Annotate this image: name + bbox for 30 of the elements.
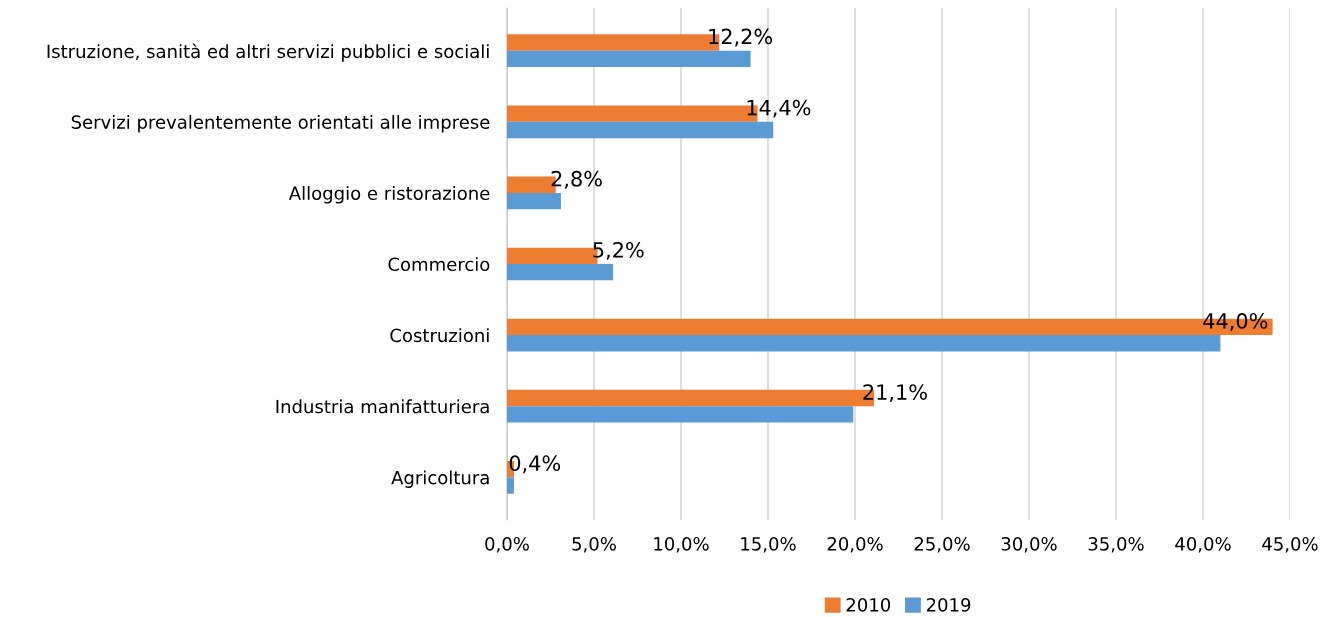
legend-label: 2019 bbox=[926, 598, 971, 612]
bar bbox=[507, 121, 774, 139]
x-tick-label: 5,0% bbox=[572, 536, 616, 553]
x-tick-label: 15,0% bbox=[741, 536, 796, 553]
x-tick-label: 10,0% bbox=[654, 536, 709, 553]
y-tick-label: Alloggio e ristorazione bbox=[288, 186, 490, 204]
y-tick-label: Industria manifatturiera bbox=[276, 399, 489, 414]
bar bbox=[507, 264, 614, 281]
x-tick-label: 25,0% bbox=[914, 536, 970, 553]
bar bbox=[507, 335, 1221, 352]
data-label: 14,4% bbox=[747, 99, 811, 118]
y-tick-label: Istruzione, sanità ed altri servizi pubblici e sociali bbox=[47, 43, 489, 62]
y-tick-label: Commercio bbox=[388, 257, 490, 272]
bar bbox=[507, 50, 751, 68]
x-tick-label: 0,0% bbox=[485, 536, 529, 553]
x-tick-label: 30,0% bbox=[1001, 536, 1057, 553]
legend-label: 2010 bbox=[846, 598, 891, 612]
x-tick-label: 20,0% bbox=[827, 536, 883, 553]
data-label: 5,2% bbox=[593, 241, 644, 260]
data-label: 21,1% bbox=[863, 384, 927, 403]
y-tick-label: Agricoltura bbox=[391, 470, 489, 488]
data-label: 2,8% bbox=[551, 170, 602, 189]
y-tick-label: Costruzioni bbox=[390, 328, 489, 343]
bar bbox=[507, 406, 854, 423]
x-tick-label: 45,0% bbox=[1262, 536, 1318, 553]
bar bbox=[507, 192, 561, 210]
y-tick-label: Servizi prevalentemente orientati alle imprese bbox=[71, 114, 490, 133]
x-tick-label: 35,0% bbox=[1088, 536, 1144, 553]
x-tick-label: 40,0% bbox=[1175, 536, 1231, 553]
bar bbox=[507, 477, 514, 494]
